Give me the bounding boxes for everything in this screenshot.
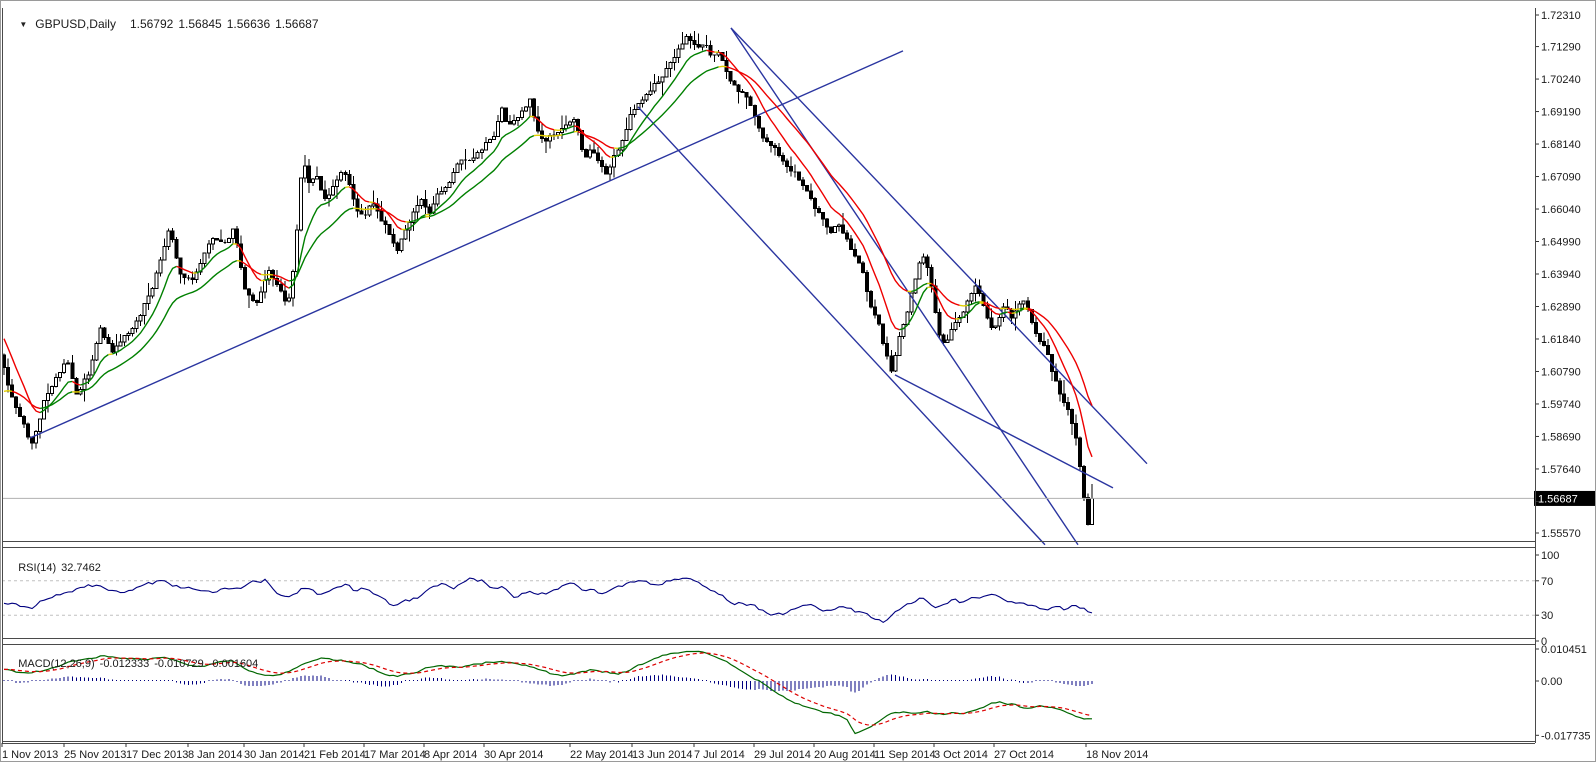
- date-axis-label: 30 Apr 2014: [484, 749, 543, 761]
- date-axis-label: 22 May 2014: [570, 749, 634, 761]
- macd-line: [3, 650, 1093, 735]
- date-axis-label: 27 Oct 2014: [994, 749, 1054, 761]
- macd-signal-line: [4, 652, 1093, 726]
- candles-layer: [2, 30, 1094, 526]
- rsi-axis-label: 0: [1541, 636, 1547, 648]
- macd-histogram: [3, 674, 1093, 693]
- date-axis-label: 8 Jan 2014: [188, 749, 242, 761]
- rsi-line: [3, 577, 1093, 624]
- price-axis-label: 1.60790: [1541, 366, 1581, 378]
- quote-open: 1.56792: [129, 17, 174, 31]
- macd-indicator-label: MACD(12,26,9) -0.012333 -0.010729 -0.001604: [6, 646, 263, 682]
- trendlines-layer: [29, 27, 1148, 546]
- date-axis-label: 17 Dec 2013: [126, 749, 188, 761]
- date-axis-label: 21 Feb 2014: [304, 749, 366, 761]
- rsi-name: RSI(14): [18, 562, 57, 574]
- fast-ma-line: [3, 49, 1093, 458]
- rsi-axis: 100 70 30 0: [1535, 550, 1559, 648]
- rsi-value: 32.7462: [61, 562, 101, 574]
- date-axis: 1 Nov 2013 25 Nov 2013 17 Dec 2013 8 Jan 20…: [1, 743, 1148, 761]
- macd-value-histogram: -0.001604: [208, 658, 259, 670]
- rsi-axis-label: 70: [1541, 576, 1553, 588]
- price-axis-label: 1.63940: [1541, 269, 1581, 281]
- price-axis-label: 1.57640: [1541, 464, 1581, 476]
- macd-axis-label: 0.00: [1541, 676, 1562, 688]
- macd-axis-label: 0.010451: [1541, 644, 1587, 656]
- svg-text:1.56687: 1.56687: [1538, 493, 1578, 505]
- date-axis-label: 1 Nov 2013: [2, 749, 58, 761]
- price-axis-label: 1.55570: [1541, 528, 1581, 540]
- date-axis-label: 20 Aug 2014: [814, 749, 876, 761]
- macd-value-signal: -0.010729: [154, 658, 204, 670]
- date-axis-label: 11 Sep 2014: [874, 749, 936, 761]
- price-axis-label: 1.72310: [1541, 10, 1581, 22]
- trendline: [29, 50, 904, 439]
- symbol-dropdown-icon[interactable]: ▼: [19, 20, 28, 29]
- price-axis: 1.72310 1.71290 1.70240 1.69190 1.68140 1.670…: [1535, 10, 1581, 540]
- trendline: [730, 27, 1148, 465]
- slow-ma-line: [3, 65, 1093, 410]
- chart-symbol-timeframe: GBPUSD,Daily: [35, 17, 116, 31]
- date-axis-label: 7 Jul 2014: [694, 749, 745, 761]
- trendline: [894, 374, 1114, 489]
- price-axis-label: 1.66040: [1541, 204, 1581, 216]
- price-axis-label: 1.62890: [1541, 301, 1581, 313]
- date-axis-label: 25 Nov 2013: [64, 749, 126, 761]
- price-axis-label: 1.64990: [1541, 237, 1581, 249]
- price-axis-label: 1.58690: [1541, 431, 1581, 443]
- quote-low: 1.56636: [226, 17, 271, 31]
- date-axis-label: 8 Apr 2014: [424, 749, 477, 761]
- chart-title: ▼ GBPUSD,Daily 1.56792 1.56845 1.56636 1.5668…: [6, 3, 324, 45]
- quote-high: 1.56845: [178, 17, 222, 31]
- price-axis-label: 1.67090: [1541, 172, 1581, 184]
- rsi-panel: [2, 577, 1535, 624]
- macd-axis: 0.010451 0.00 -0.017735: [1535, 644, 1591, 742]
- trendline: [730, 27, 1079, 546]
- price-axis-label: 1.59740: [1541, 399, 1581, 411]
- date-axis-label: 30 Jan 2014: [244, 749, 305, 761]
- trendline: [637, 106, 1046, 546]
- macd-name: MACD(12,26,9): [18, 658, 95, 670]
- date-axis-label: 13 Jun 2014: [632, 749, 693, 761]
- quote-close: 1.56687: [275, 17, 319, 31]
- date-axis-label: 18 Nov 2014: [1086, 749, 1148, 761]
- date-axis-label: 29 Jul 2014: [754, 749, 811, 761]
- current-price-tag[interactable]: 1.56687: [1534, 490, 1595, 506]
- date-axis-label: 17 Mar 2014: [364, 749, 426, 761]
- macd-axis-label: -0.017735: [1541, 730, 1591, 742]
- rsi-axis-label: 30: [1541, 610, 1553, 622]
- price-axis-label: 1.61840: [1541, 334, 1581, 346]
- price-axis-label: 1.71290: [1541, 42, 1581, 54]
- macd-value-main: -0.012333: [99, 658, 150, 670]
- price-axis-label: 1.68140: [1541, 139, 1581, 151]
- macd-panel: [3, 650, 1093, 735]
- price-axis-label: 1.69190: [1541, 107, 1581, 119]
- rsi-axis-label: 100: [1541, 550, 1559, 562]
- price-axis-label: 1.70240: [1541, 74, 1581, 86]
- date-axis-label: 3 Oct 2014: [934, 749, 988, 761]
- rsi-indicator-label: RSI(14) 32.7462: [6, 550, 106, 586]
